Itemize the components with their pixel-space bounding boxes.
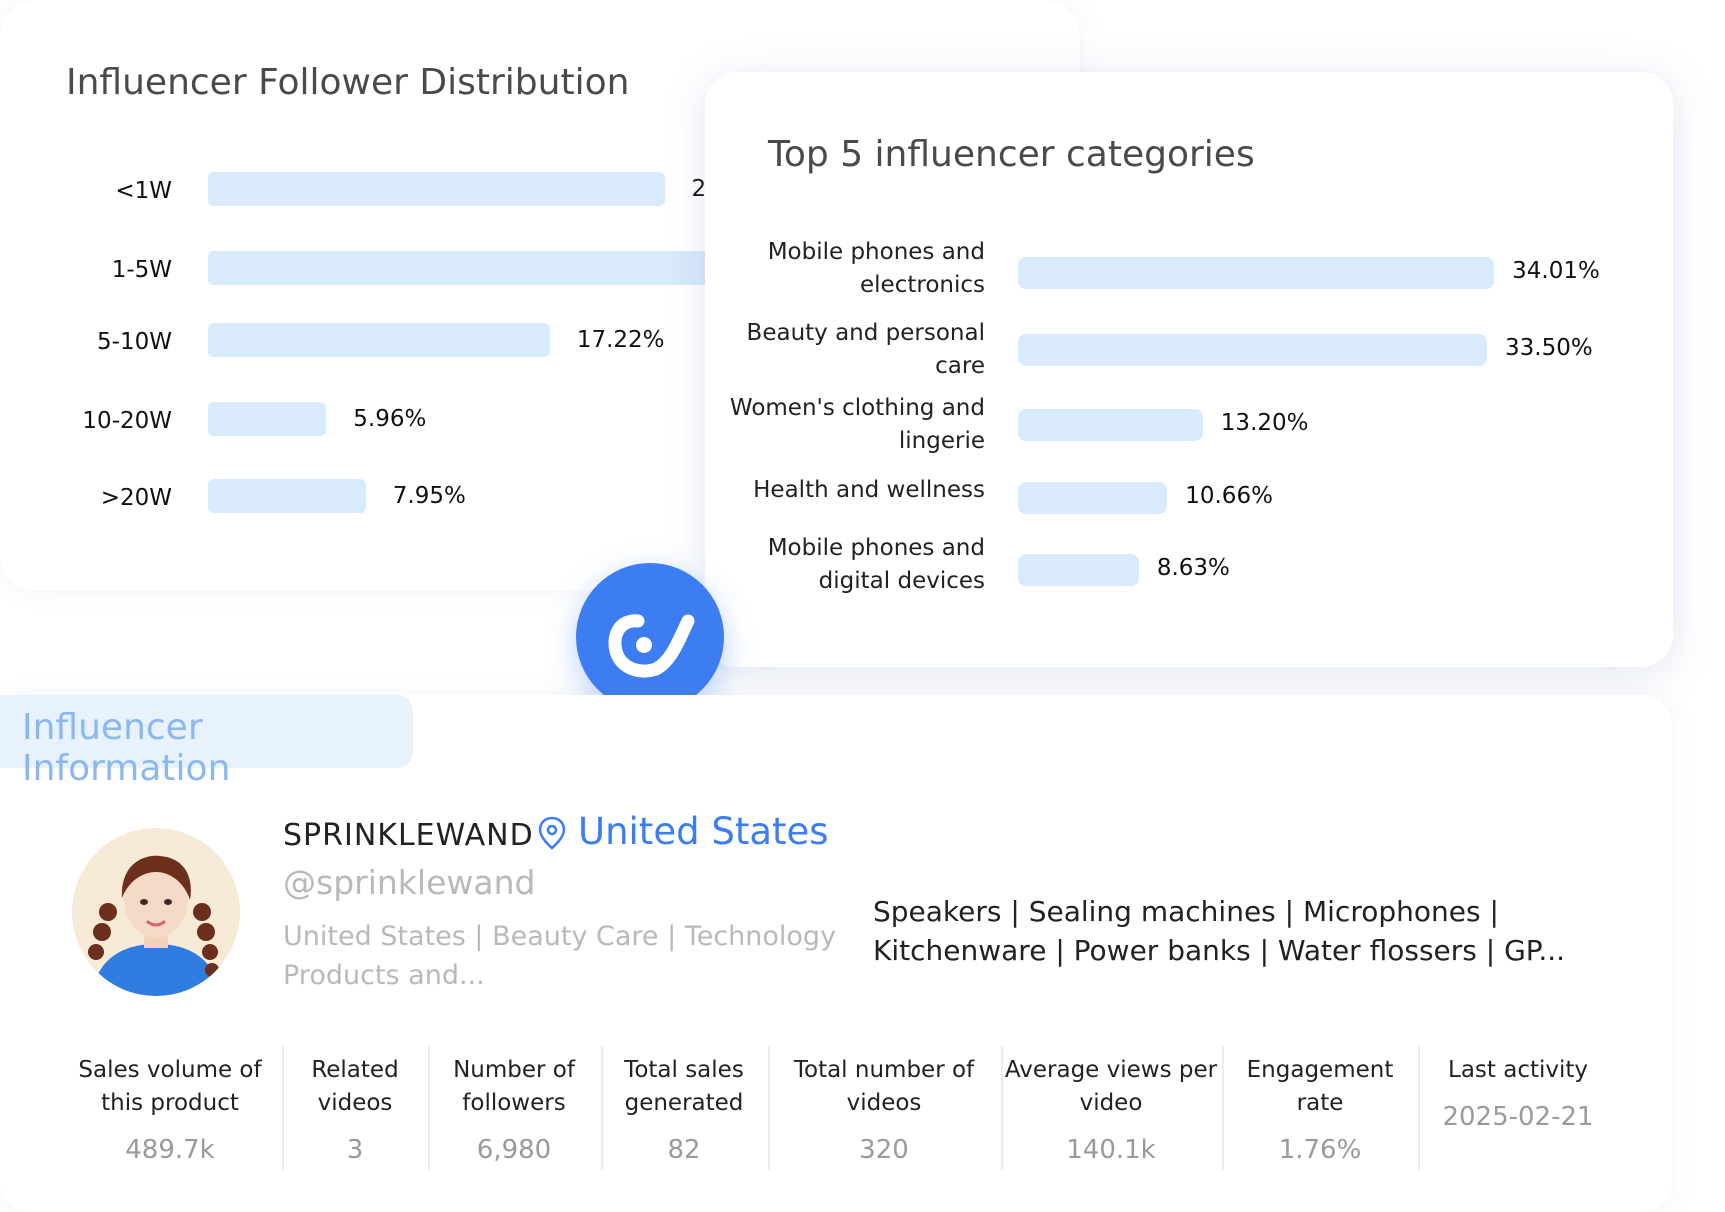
category-bar	[1018, 257, 1495, 289]
category-label: Beauty and personal care	[746, 320, 985, 379]
stat-value: 1.76%	[1278, 1135, 1362, 1165]
stat-item: Total sales generated 82	[601, 1040, 767, 1180]
stat-item: Number of followers 6,980	[428, 1040, 600, 1180]
follower-distribution-label: <1W	[115, 178, 172, 204]
follower-distribution-row: 1-5W	[0, 251, 1120, 291]
brand-logo-icon	[576, 563, 724, 711]
stat-label: Average views per video	[1004, 1057, 1218, 1116]
follower-distribution-row: 5-10W 17.22%	[0, 323, 720, 363]
category-label: Women's clothing and lingerie	[729, 395, 985, 454]
stat-label: Total sales generated	[624, 1057, 744, 1116]
stat-value: 320	[859, 1135, 909, 1165]
stat-label: Total number of videos	[793, 1057, 975, 1116]
stat-item: Last activity 2025-02-21	[1418, 1040, 1618, 1180]
category-value: 13.20%	[1220, 410, 1309, 436]
category-value: 8.63%	[1156, 555, 1230, 581]
influencer-info-tab[interactable]: Influencer Information	[0, 695, 413, 789]
follower-distribution-bar	[208, 323, 550, 357]
category-label: Health and wellness	[753, 477, 985, 503]
follower-distribution-value: 2	[691, 176, 707, 202]
follower-distribution-label: 5-10W	[97, 329, 172, 355]
follower-distribution-row: 10-20W 5.96%	[0, 402, 720, 442]
follower-distribution-row: <1W 2	[0, 172, 720, 212]
stat-divider	[1222, 1046, 1224, 1170]
stat-value: 489.7k	[125, 1135, 215, 1165]
category-bar	[1018, 554, 1139, 586]
stat-label: Number of followers	[453, 1057, 575, 1116]
influencer-handle: @sprinklewand	[283, 863, 536, 902]
category-value: 33.50%	[1505, 335, 1593, 361]
category-label: Mobile phones and electronics	[767, 239, 985, 298]
follower-distribution-title: Influencer Follower Distribution	[66, 62, 630, 103]
stats-row: Sales volume of this product 489.7k Relate…	[0, 1040, 1672, 1180]
location-pin-icon	[538, 816, 566, 850]
stat-item: Average views per video 140.1k	[1001, 1040, 1221, 1180]
category-value: 10.66%	[1185, 483, 1273, 509]
stat-divider	[282, 1046, 284, 1170]
influencer-name[interactable]: SPRINKLEWAND	[283, 818, 534, 853]
stat-item: Sales volume of this product 489.7k	[62, 1040, 278, 1180]
follower-distribution-bar	[208, 402, 327, 436]
follower-distribution-bar	[208, 479, 366, 513]
stat-item: Total number of videos 320	[768, 1040, 1000, 1180]
stat-divider	[601, 1046, 603, 1170]
stat-item: Engagement rate 1.76%	[1222, 1040, 1418, 1180]
product-categories: Speakers | Sealing machines | Microphone…	[873, 895, 1566, 967]
stat-value: 6,980	[476, 1135, 552, 1165]
influencer-description: United States | Beauty Care | Technology…	[283, 921, 837, 991]
follower-distribution-label: 10-20W	[82, 408, 172, 434]
follower-distribution-row: >20W 7.95%	[0, 479, 720, 519]
top-categories-title: Top 5 influencer categories	[768, 134, 1255, 175]
follower-distribution-label: 1-5W	[111, 257, 172, 283]
stat-label: Last activity	[1448, 1057, 1588, 1083]
stat-item: Related videos 3	[282, 1040, 428, 1180]
category-bar	[1018, 482, 1168, 514]
stat-value: 2025-02-21	[1442, 1102, 1594, 1132]
top-categories-card: Top 5 influencer categories Mobile phone…	[705, 72, 1673, 667]
stat-divider	[428, 1046, 430, 1170]
follower-distribution-value: 7.95%	[392, 483, 466, 509]
avatar[interactable]	[72, 828, 240, 996]
stat-divider	[1418, 1046, 1420, 1170]
stat-value: 3	[346, 1135, 364, 1165]
stat-label: Related videos	[311, 1057, 399, 1116]
category-bar	[1018, 334, 1487, 366]
follower-distribution-value: 17.22%	[576, 327, 665, 353]
stat-divider	[1001, 1046, 1003, 1170]
follower-distribution-bar	[208, 172, 665, 206]
follower-distribution-label: >20W	[100, 485, 172, 511]
stat-value: 140.1k	[1066, 1135, 1156, 1165]
stat-value: 82	[667, 1135, 701, 1165]
category-bar	[1018, 409, 1203, 441]
stat-label: Sales volume of this product	[78, 1057, 262, 1116]
influencer-location: United States	[578, 810, 829, 853]
stat-label: Engagement rate	[1246, 1057, 1394, 1116]
influencer-info-tab-label: Influencer Information	[22, 707, 231, 789]
influencer-info-card	[0, 695, 1672, 1212]
category-label: Mobile phones and digital devices	[767, 535, 985, 594]
stat-divider	[768, 1046, 770, 1170]
follower-distribution-value: 5.96%	[353, 406, 427, 432]
category-value: 34.01%	[1512, 258, 1600, 284]
